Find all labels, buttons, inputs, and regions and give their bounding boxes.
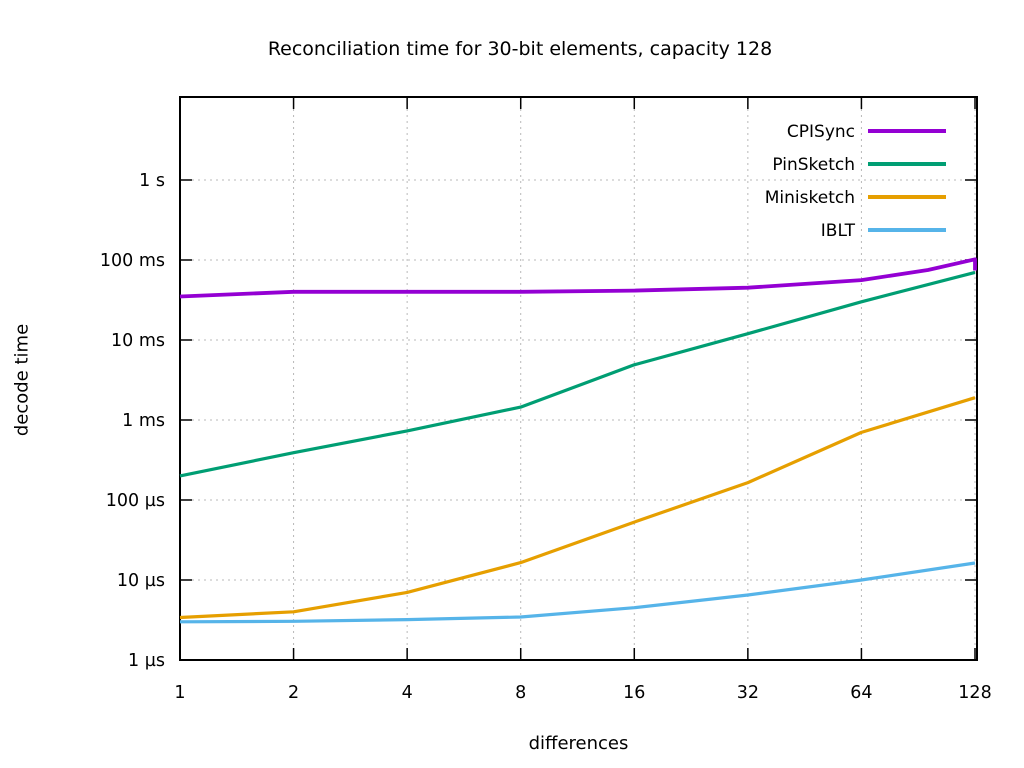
x-tick-label: 16 xyxy=(623,683,645,703)
x-axis-label: differences xyxy=(528,733,629,754)
x-tick-label: 128 xyxy=(958,683,991,703)
series-line-iblt xyxy=(179,561,976,624)
legend-label-iblt: IBLT xyxy=(821,221,856,241)
x-tick-label: 1 xyxy=(174,683,185,703)
y-tick-label: 1 µs xyxy=(128,651,165,671)
x-tick-label: 8 xyxy=(515,683,526,703)
plot-border xyxy=(179,96,978,661)
y-tick-label: 10 ms xyxy=(111,331,165,351)
y-tick-label: 1 ms xyxy=(122,411,165,431)
y-tick-label: 100 µs xyxy=(106,491,165,511)
y-tick-label: 10 µs xyxy=(117,571,165,591)
x-tick-label: 2 xyxy=(288,683,299,703)
legend-label-minisketch: Minisketch xyxy=(765,188,855,208)
legend-label-pinsketch: PinSketch xyxy=(772,155,855,175)
x-tick-label: 64 xyxy=(850,683,872,703)
legend-label-cpisync: CPISync xyxy=(787,122,855,142)
x-tick-label: 4 xyxy=(402,683,413,703)
y-tick-label: 1 s xyxy=(139,171,165,191)
y-tick-label: 100 ms xyxy=(100,251,165,271)
x-tick-label: 32 xyxy=(737,683,759,703)
series-line-minisketch xyxy=(179,396,976,620)
series-line-cpisync xyxy=(179,257,977,299)
chart-title: Reconciliation time for 30-bit elements,… xyxy=(267,38,773,60)
series-line-pinsketch xyxy=(179,270,976,478)
